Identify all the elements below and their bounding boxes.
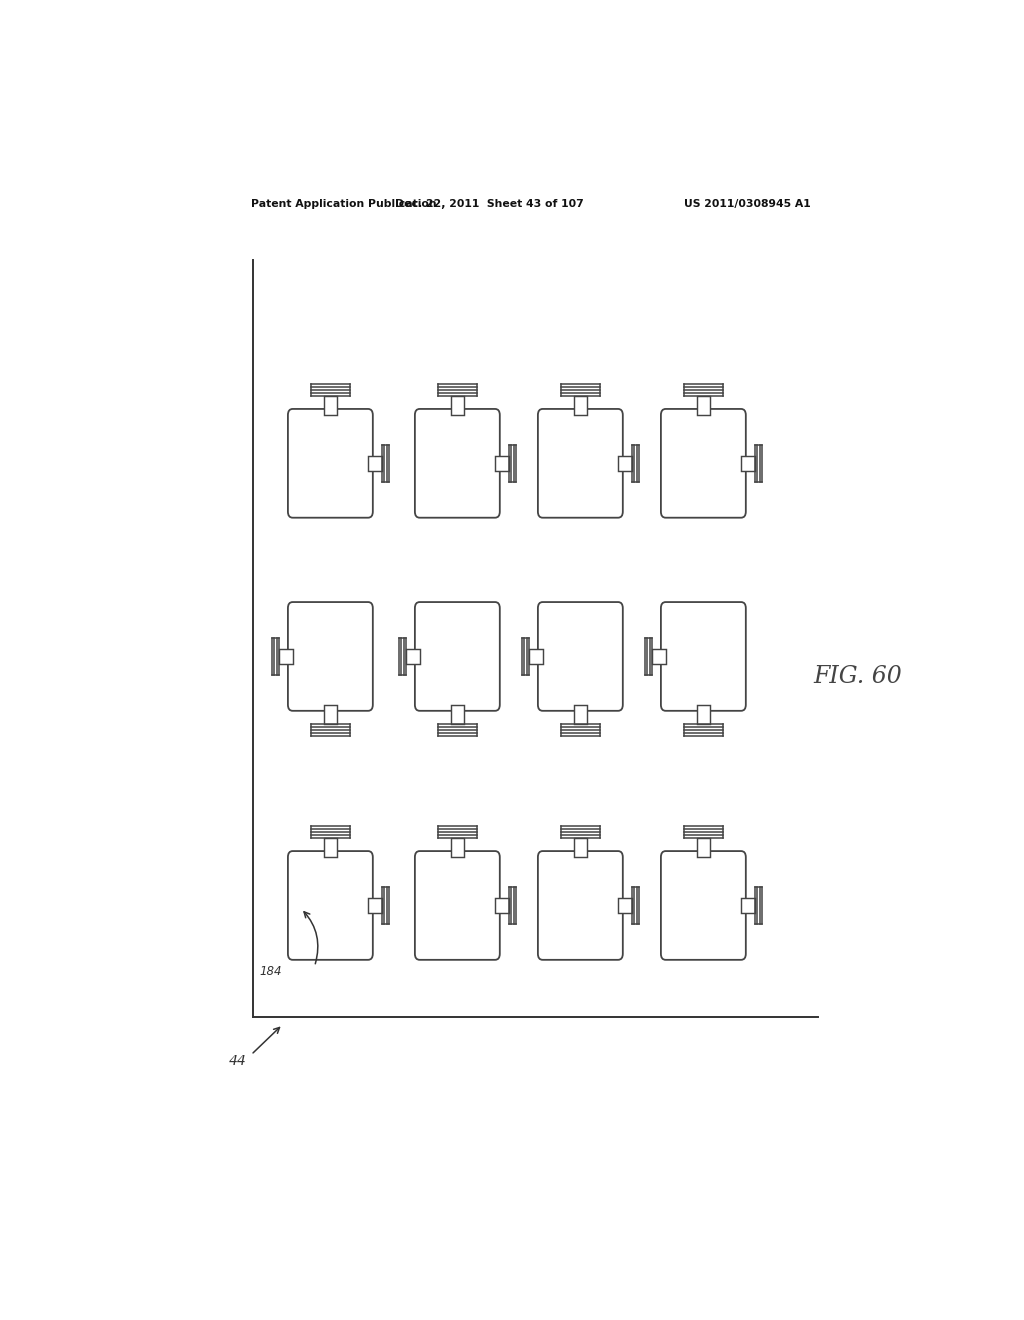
Bar (368, 457, 382, 470)
FancyBboxPatch shape (288, 409, 373, 517)
Bar (573, 396, 587, 414)
Text: US 2011/0308945 A1: US 2011/0308945 A1 (684, 199, 811, 209)
Bar (451, 705, 464, 725)
Bar (741, 898, 755, 912)
Bar (407, 649, 420, 664)
Text: 44: 44 (228, 1053, 247, 1068)
Bar (529, 649, 543, 664)
Bar (451, 396, 464, 414)
Bar (618, 898, 632, 912)
FancyBboxPatch shape (538, 409, 623, 517)
FancyBboxPatch shape (538, 602, 623, 710)
Bar (451, 838, 464, 857)
Text: Patent Application Publication: Patent Application Publication (251, 199, 436, 209)
Bar (696, 396, 711, 414)
Bar (741, 457, 755, 470)
Bar (696, 838, 711, 857)
FancyBboxPatch shape (288, 851, 373, 960)
Bar (324, 705, 337, 725)
Bar (573, 838, 587, 857)
FancyBboxPatch shape (660, 409, 745, 517)
Bar (495, 457, 509, 470)
Text: FIG. 60: FIG. 60 (814, 665, 902, 688)
Bar (618, 457, 632, 470)
Bar (652, 649, 666, 664)
FancyBboxPatch shape (660, 851, 745, 960)
Text: Dec. 22, 2011  Sheet 43 of 107: Dec. 22, 2011 Sheet 43 of 107 (394, 199, 584, 209)
Text: 184: 184 (259, 965, 282, 978)
FancyBboxPatch shape (538, 851, 623, 960)
Bar (573, 705, 587, 725)
FancyBboxPatch shape (415, 851, 500, 960)
FancyBboxPatch shape (660, 602, 745, 710)
FancyBboxPatch shape (415, 409, 500, 517)
FancyBboxPatch shape (415, 602, 500, 710)
Bar (324, 838, 337, 857)
Bar (280, 649, 293, 664)
Bar (324, 396, 337, 414)
FancyBboxPatch shape (288, 602, 373, 710)
Bar (495, 898, 509, 912)
Bar (368, 898, 382, 912)
Bar (696, 705, 711, 725)
